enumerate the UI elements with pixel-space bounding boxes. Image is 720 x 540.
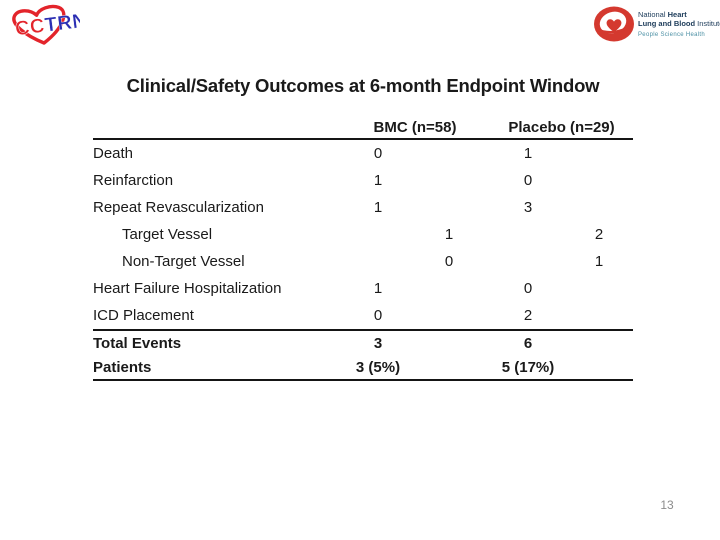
svg-text:CCTRN: CCTRN (14, 10, 80, 41)
bmc-value: 0 (444, 253, 454, 270)
table-row-reinfarction: Reinfarction 1 0 (93, 167, 633, 194)
nhlbi-line1-bold: Heart (667, 10, 687, 19)
nhlbi-line2-bold: Lung and Blood (638, 19, 698, 28)
placebo-value: 5 (17%) (501, 358, 555, 376)
row-label: Patients (93, 358, 152, 376)
page-number: 13 (660, 498, 674, 512)
row-label: Non-Target Vessel (122, 253, 245, 270)
bmc-value: 3 (373, 334, 383, 352)
row-label: Total Events (93, 334, 182, 352)
table-row-total-events: Total Events 3 6 (93, 329, 633, 355)
table-row-death: Death 0 1 (93, 140, 633, 167)
column-header-placebo: Placebo (n=29) (508, 119, 615, 136)
bmc-value: 1 (373, 172, 383, 189)
placebo-value: 2 (523, 307, 533, 324)
table-row-repeat-revascularization: Repeat Revascularization 1 3 (93, 194, 633, 221)
row-label: Repeat Revascularization (93, 199, 264, 216)
bmc-value: 3 (5%) (355, 358, 401, 376)
placebo-value: 3 (523, 199, 533, 216)
row-label: Target Vessel (122, 226, 213, 243)
placebo-value: 0 (523, 172, 533, 189)
placebo-value: 0 (523, 280, 533, 297)
bmc-value: 1 (373, 199, 383, 216)
nhlbi-logo: National Heart Lung and Blood Institute … (593, 4, 720, 44)
bmc-value: 1 (373, 280, 383, 297)
nhlbi-tagline: People Science Health (638, 32, 706, 38)
table-header-row: BMC (n=58) Placebo (n=29) (93, 117, 633, 140)
table-row-target-vessel: Target Vessel 1 2 (93, 221, 633, 248)
bmc-value: 1 (444, 226, 454, 243)
nhlbi-name: National Heart Lung and Blood Institute … (638, 4, 720, 40)
table-row-patients: Patients 3 (5%) 5 (17%) (93, 355, 633, 381)
nhlbi-name-line1: National Heart (638, 10, 720, 19)
nhlbi-mark-icon (594, 6, 634, 42)
table-row-non-target-vessel: Non-Target Vessel 0 1 (93, 248, 633, 275)
placebo-value: 2 (594, 226, 604, 243)
outcomes-table: BMC (n=58) Placebo (n=29) Death 0 1 Rein… (93, 117, 633, 381)
column-header-bmc: BMC (n=58) (373, 119, 457, 136)
cctrn-heart-icon: CCTRN (12, 4, 89, 45)
cctrn-text-trn: TRN (44, 10, 80, 37)
bmc-value: 0 (373, 145, 383, 162)
table-row-icd-placement: ICD Placement 0 2 (93, 302, 633, 329)
row-label: ICD Placement (93, 307, 194, 324)
nhlbi-name-line2: Lung and Blood Institute (638, 19, 720, 28)
placebo-value: 1 (594, 253, 604, 270)
cctrn-logo: CCTRN (6, 4, 89, 48)
row-label: Heart Failure Hospitalization (93, 280, 282, 297)
nhlbi-line2-regular: Institute (697, 19, 720, 28)
nhlbi-line1-regular: National (638, 10, 668, 19)
placebo-value: 1 (523, 145, 533, 162)
row-label: Death (93, 145, 134, 162)
slide-title: Clinical/Safety Outcomes at 6-month Endp… (126, 75, 600, 96)
cctrn-text-cc: CC (14, 15, 46, 40)
bmc-value: 0 (373, 307, 383, 324)
row-label: Reinfarction (93, 172, 174, 189)
table-row-heart-failure-hospitalization: Heart Failure Hospitalization 1 0 (93, 275, 633, 302)
placebo-value: 6 (523, 334, 533, 352)
